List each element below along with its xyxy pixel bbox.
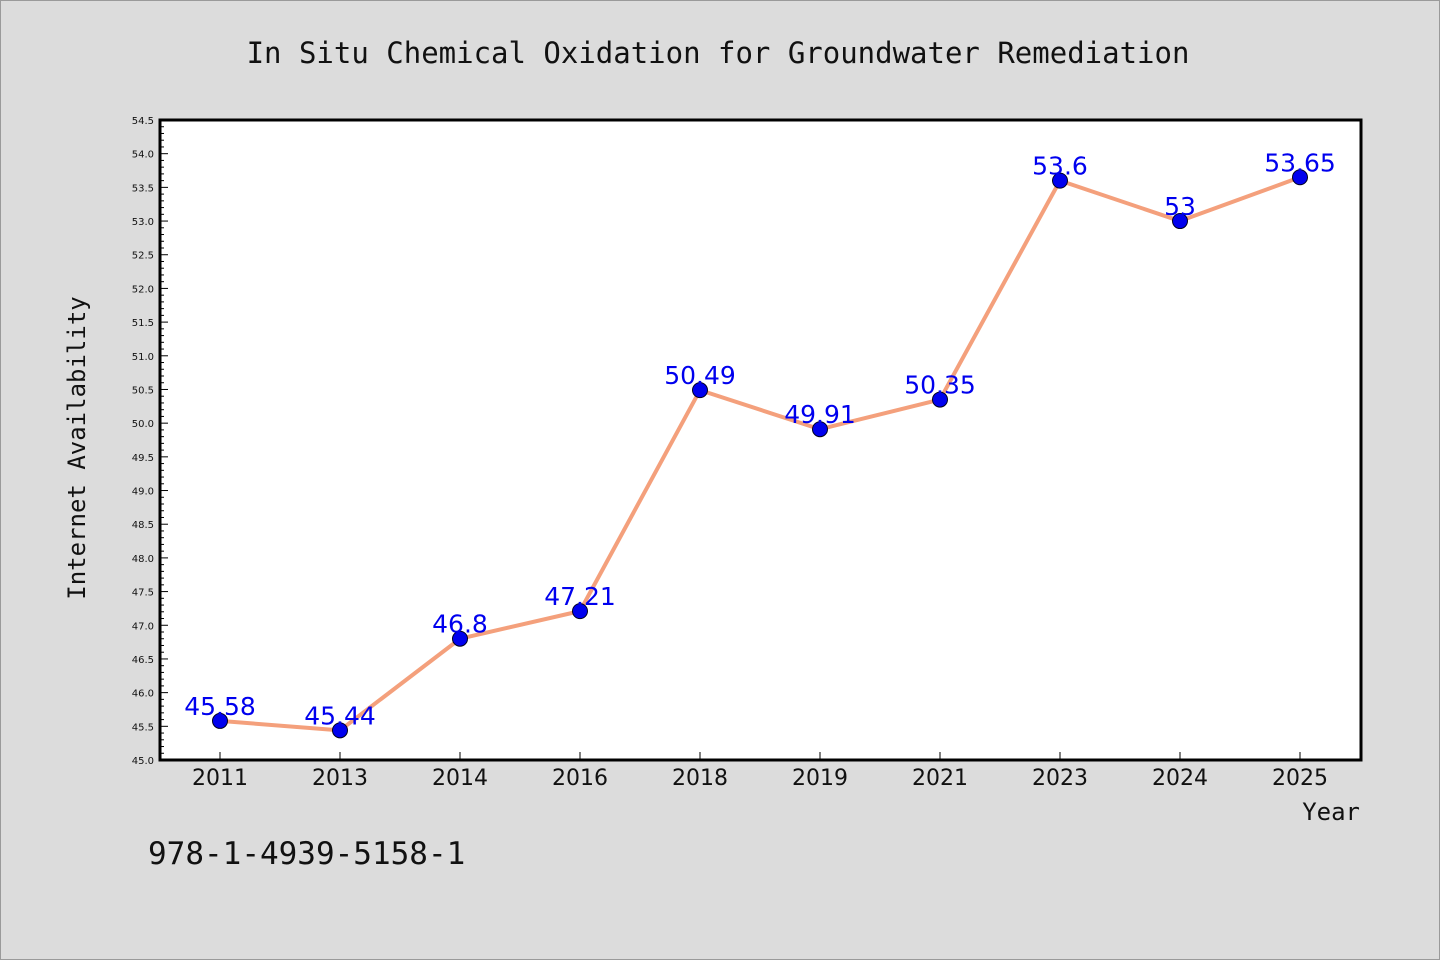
y-tick-label: 52.5 (132, 251, 154, 262)
data-point (1052, 172, 1068, 189)
y-tick-label: 47.0 (132, 621, 154, 632)
chart-title: In Situ Chemical Oxidation for Groundwat… (247, 36, 1190, 70)
y-tick-label: 47.5 (132, 588, 154, 599)
y-tick-label: 54.5 (132, 116, 154, 127)
y-tick-label: 51.0 (132, 352, 154, 363)
y-tick-label: 45.5 (132, 722, 154, 733)
data-label: 45.44 (304, 701, 376, 730)
data-point (572, 603, 588, 620)
data-label: 50.35 (904, 371, 976, 400)
data-point (932, 391, 948, 408)
y-tick-label: 49.0 (132, 487, 154, 498)
data-label: 53.65 (1264, 148, 1336, 177)
y-tick-label: 45.0 (132, 756, 154, 767)
data-point (1292, 169, 1308, 186)
data-point (692, 382, 708, 399)
data-point (812, 421, 828, 438)
data-label: 45.58 (184, 692, 256, 721)
x-tick-label: 2023 (1032, 766, 1088, 791)
x-tick-label: 2016 (552, 766, 608, 791)
x-tick-label: 2021 (912, 766, 968, 791)
data-label: 46.8 (432, 610, 488, 639)
series-layer: 45.58 45.44 46.8 47.21 50.49 49.91 50.35 53.6 53… (184, 148, 1336, 739)
x-axis-label: Year (1302, 798, 1360, 826)
y-tick-label: 48.0 (132, 554, 154, 565)
x-axis: 2011 2013 2014 2016 2018 2019 2021 2023 2024 2025 (192, 752, 1328, 791)
y-tick-label: 54.0 (132, 150, 154, 161)
y-axis-label: Internet Availability (63, 296, 91, 599)
y-tick-label: 46.5 (132, 655, 154, 666)
data-label: 50.49 (664, 361, 736, 390)
y-tick-label: 49.5 (132, 453, 154, 464)
y-tick-label: 52.0 (132, 284, 154, 295)
data-label: 49.91 (784, 400, 856, 429)
x-tick-label: 2024 (1152, 766, 1208, 791)
y-tick-label: 46.0 (132, 689, 154, 700)
y-tick-label: 53.5 (132, 183, 154, 194)
data-label: 53 (1164, 192, 1196, 221)
data-label: 47.21 (544, 582, 616, 611)
data-point (212, 712, 228, 729)
plot-area (160, 120, 1361, 760)
data-label: 53.6 (1032, 152, 1088, 181)
y-tick-label: 48.5 (132, 520, 154, 531)
data-point (452, 630, 468, 647)
y-axis: 45.0 45.5 46.0 46.5 47.0 47.5 48.0 48.5 49.0 49.5… (132, 116, 168, 767)
x-tick-label: 2025 (1272, 766, 1328, 791)
y-tick-label: 53.0 (132, 217, 154, 228)
series-line (219, 175, 1301, 733)
x-tick-label: 2011 (192, 766, 248, 791)
x-tick-label: 2018 (672, 766, 728, 791)
plot-border (158, 118, 1363, 762)
x-tick-label: 2013 (312, 766, 368, 791)
x-tick-label: 2019 (792, 766, 848, 791)
data-point (332, 722, 348, 739)
y-tick-label: 51.5 (132, 318, 154, 329)
data-point (1172, 213, 1188, 230)
y-tick-label: 50.5 (132, 385, 154, 396)
isbn-note: 978-1-4939-5158-1 (148, 836, 465, 872)
x-tick-label: 2014 (432, 766, 488, 791)
y-tick-label: 50.0 (132, 419, 154, 430)
